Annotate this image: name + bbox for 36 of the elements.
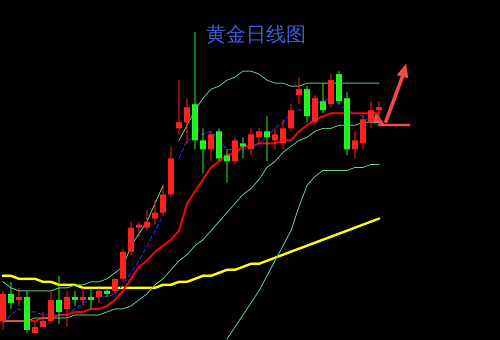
candlestick: [232, 136, 238, 165]
candlestick: [208, 130, 214, 162]
candlestick: [56, 275, 62, 324]
candlestick: [88, 287, 94, 310]
candlestick: [160, 185, 166, 216]
candlestick: [136, 221, 142, 238]
candlestick: [296, 76, 302, 105]
candlestick: [264, 116, 270, 162]
candlestick: [224, 148, 230, 183]
candlestick: [256, 128, 262, 144]
candlestick: [176, 80, 182, 135]
candlestick: [96, 287, 102, 304]
candlestick: [112, 278, 118, 294]
candlestick: [248, 128, 254, 156]
candlestick: [240, 136, 246, 159]
candlestick: [368, 100, 374, 129]
candlestick: [280, 118, 286, 150]
candlestick: [64, 290, 70, 328]
candlestick: [40, 311, 46, 328]
candlestick: [104, 287, 110, 298]
candlestick: [352, 130, 358, 159]
candlestick: [72, 290, 78, 306]
candlestick: [48, 290, 54, 324]
candlestick: [320, 82, 326, 114]
candlestick: [16, 287, 22, 306]
candlestick: [376, 100, 382, 123]
candlestick: [32, 320, 38, 334]
candlestick: [8, 281, 14, 310]
candlestick: [144, 209, 150, 232]
candlestick: [200, 128, 206, 174]
candlestick: [152, 200, 158, 226]
candlestick: [184, 98, 190, 144]
candlestick: [80, 287, 86, 306]
candlestick: [272, 128, 278, 150]
chart-title: 黄金日线图: [206, 22, 306, 46]
candlestick: [288, 104, 294, 132]
